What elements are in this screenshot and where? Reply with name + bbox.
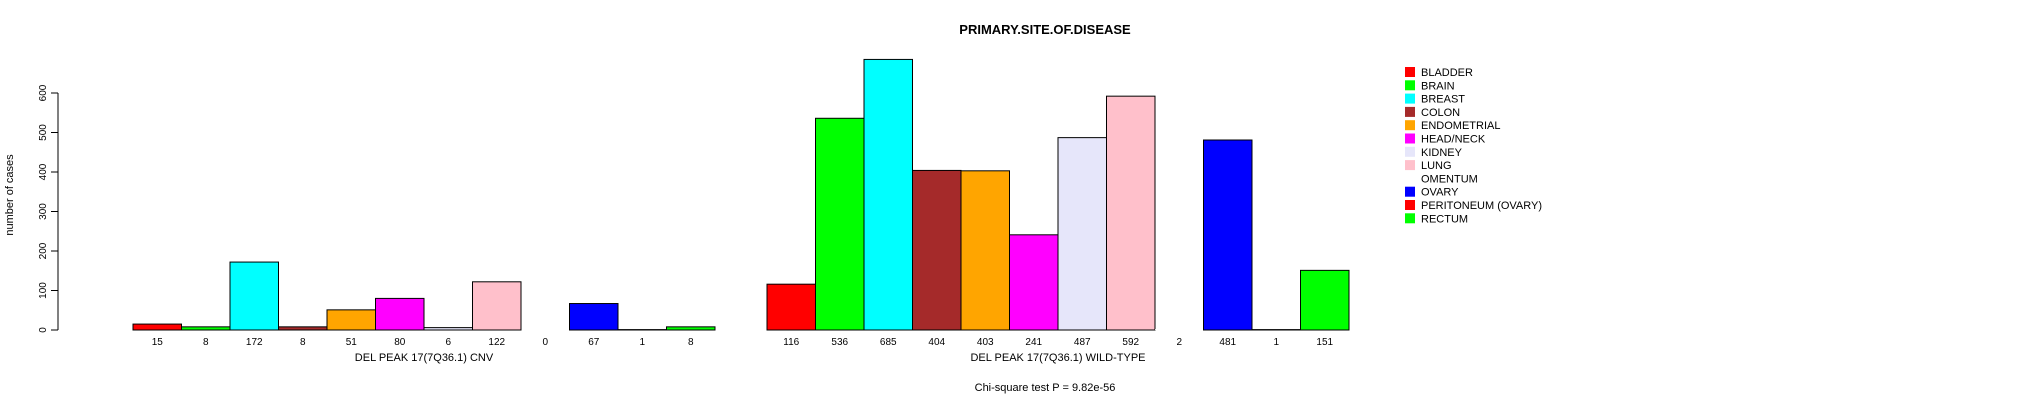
y-axis-label: number of cases (4, 154, 16, 236)
bar-wild-type-kidney (1057, 137, 1107, 331)
y-tick-label: 500 (38, 124, 49, 141)
value-label: 116 (783, 337, 799, 348)
value-label: 172 (246, 337, 263, 348)
value-label: 487 (1074, 337, 1091, 348)
legend-label-peritoneum-ovary: PERITONEUM (OVARY) (1421, 200, 1542, 212)
bar-cnv-head-neck (375, 297, 425, 331)
value-label: 403 (977, 337, 994, 348)
value-label: 241 (1025, 337, 1042, 348)
y-tick-label: 400 (38, 163, 49, 180)
y-tick-label: 200 (38, 242, 49, 259)
legend-label-omentum: OMENTUM (1421, 173, 1478, 185)
legend-swatch-kidney (1405, 146, 1415, 157)
legend-label-ovary: OVARY (1421, 187, 1459, 199)
legend-swatch-head-neck (1405, 133, 1415, 144)
bar-cnv-endometrial (326, 309, 376, 331)
legend-swatch-lung (1405, 160, 1415, 171)
y-tick-label: 100 (38, 282, 49, 299)
legend-swatch-ovary (1405, 186, 1415, 197)
y-axis: 0 100 200 300 400 500 600 (38, 84, 59, 333)
legend-swatch-colon (1405, 106, 1415, 117)
legend-label-head-neck: HEAD/NECK (1421, 134, 1486, 146)
y-tick-label: 0 (38, 327, 49, 333)
bar-wild-type-brain (815, 117, 865, 331)
bar-cnv-breast (229, 261, 279, 331)
value-label: 15 (152, 337, 164, 348)
legend-swatch-breast (1405, 93, 1415, 104)
value-label: 8 (688, 337, 694, 348)
bar-cnv-ovary (569, 303, 619, 331)
value-label: 481 (1219, 337, 1236, 348)
bar-cnv-colon (278, 326, 328, 331)
bars (132, 58, 1350, 331)
legend-label-rectum: RECTUM (1421, 213, 1468, 225)
value-label: 8 (300, 337, 306, 348)
legend-swatch-bladder (1405, 67, 1415, 77)
bar-wild-type-colon (912, 169, 962, 331)
value-label: 536 (831, 337, 848, 348)
legend-swatch-endometrial (1405, 120, 1415, 131)
value-label: 6 (445, 337, 451, 348)
value-label: 8 (203, 337, 209, 348)
chart-title: PRIMARY.SITE.OF.DISEASE (959, 22, 1131, 37)
bar-wild-type-rectum (1300, 269, 1350, 331)
legend-swatch-omentum (1405, 173, 1415, 184)
value-label: 0 (542, 337, 548, 348)
legend-label-kidney: KIDNEY (1421, 147, 1463, 159)
legend-swatch-rectum (1405, 213, 1415, 224)
bar-cnv-kidney (423, 327, 473, 331)
value-label: 685 (880, 337, 897, 348)
legend-label-brain: BRAIN (1421, 80, 1455, 92)
value-labels: 15 8 172 8 51 80 6 122 0 67 1 8 116 536 685 404 403 241 48… (152, 337, 1334, 348)
legend-label-bladder: BLADDER (1421, 67, 1473, 79)
bar-wild-type-endometrial (960, 170, 1010, 331)
bar-wild-type-omentum (1155, 329, 1204, 330)
legend-label-colon: COLON (1421, 107, 1460, 119)
legend-swatch-brain (1405, 80, 1415, 91)
group-label-cnv: DEL PEAK 17(7Q36.1) CNV (355, 352, 494, 364)
value-label: 80 (394, 337, 406, 348)
bar-wild-type-bladder (766, 283, 816, 331)
legend-label-breast: BREAST (1421, 94, 1465, 106)
bar-cnv-bladder (132, 323, 182, 331)
legend-label-lung: LUNG (1421, 160, 1452, 172)
bar-wild-type-head-neck (1009, 234, 1059, 331)
value-label: 2 (1176, 337, 1182, 348)
value-label: 404 (928, 337, 945, 348)
bar-cnv-rectum (666, 326, 716, 331)
group-label-wild-type: DEL PEAK 17(7Q36.1) WILD-TYPE (970, 352, 1145, 364)
legend-swatch-peritoneum-ovary (1405, 200, 1415, 210)
bar-cnv-lung (472, 281, 522, 331)
bar-wild-type-ovary (1203, 139, 1253, 331)
y-tick-label: 300 (38, 203, 49, 220)
y-tick-label: 600 (38, 84, 49, 101)
value-label: 592 (1122, 337, 1139, 348)
value-label: 122 (488, 337, 505, 348)
value-label: 151 (1316, 337, 1333, 348)
chi-square-footer: Chi-square test P = 9.82e-56 (975, 382, 1116, 394)
bar-cnv-brain (181, 326, 231, 331)
legend-label-endometrial: ENDOMETRIAL (1421, 120, 1500, 132)
bar-wild-type-lung (1106, 95, 1156, 331)
value-label: 51 (346, 337, 358, 348)
value-label: 67 (588, 337, 600, 348)
bar-wild-type-breast (863, 58, 913, 331)
value-label: 1 (639, 337, 645, 348)
value-label: 1 (1273, 337, 1279, 348)
